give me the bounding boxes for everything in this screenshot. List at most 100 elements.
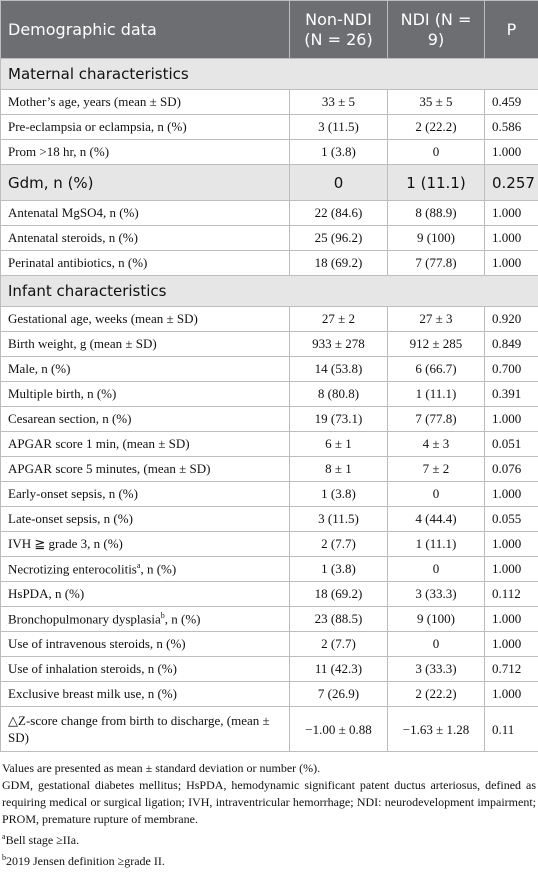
value-cell: 27 ± 3 bbox=[387, 306, 485, 332]
p-value: 1.000 bbox=[484, 139, 538, 165]
label-cell: Pre-eclampsia or eclampsia, n (%) bbox=[0, 114, 290, 140]
value-cell: 6 ± 1 bbox=[289, 431, 388, 457]
p-value: 1.000 bbox=[484, 606, 538, 632]
label-cell: △Z-score change from birth to discharge,… bbox=[0, 706, 290, 752]
value-cell: 23 (88.5) bbox=[289, 606, 388, 632]
value-cell: 7 (77.8) bbox=[387, 406, 485, 432]
value-cell: 8 (80.8) bbox=[289, 381, 388, 407]
p-value: 1.000 bbox=[484, 250, 538, 276]
row-label: Multiple birth, n (%) bbox=[8, 386, 117, 401]
value-cell: 2 (7.7) bbox=[289, 531, 388, 557]
p-value: 0.849 bbox=[484, 331, 538, 357]
data-row: Perinatal antibiotics, n (%) 18 (69.2) 7 (… bbox=[0, 250, 538, 276]
data-table: Demographic data Non-NDI (N = 26) NDI (N =… bbox=[0, 0, 538, 752]
data-row: Gestational age, weeks (mean ± SD) 27 ± 2… bbox=[0, 306, 538, 332]
value-cell: 8 (88.9) bbox=[387, 200, 485, 226]
row-label: Use of inhalation steroids, n (%) bbox=[8, 661, 177, 676]
label-cell: Use of intravenous steroids, n (%) bbox=[0, 631, 290, 657]
label-cell: Early-onset sepsis, n (%) bbox=[0, 481, 290, 507]
p-value: 0.459 bbox=[484, 89, 538, 115]
row-label: Use of intravenous steroids, n (%) bbox=[8, 636, 186, 651]
p-value: 0.257 bbox=[484, 164, 538, 201]
footnotes: Values are presented as mean ± standard … bbox=[0, 752, 538, 870]
data-row: Antenatal MgSO4, n (%) 22 (84.6) 8 (88.9) 1… bbox=[0, 200, 538, 226]
value-cell: 3 (33.3) bbox=[387, 581, 485, 607]
value-cell: 0 bbox=[387, 139, 485, 165]
data-row: Bronchopulmonary dysplasiab, n (%) 23 (88… bbox=[0, 606, 538, 632]
p-value: 0.112 bbox=[484, 581, 538, 607]
value-cell: 4 ± 3 bbox=[387, 431, 485, 457]
value-cell: 8 ± 1 bbox=[289, 456, 388, 482]
value-cell: 18 (69.2) bbox=[289, 250, 388, 276]
p-value: 1.000 bbox=[484, 406, 538, 432]
label-cell: Prom >18 hr, n (%) bbox=[0, 139, 290, 165]
value-cell: 1 (11.1) bbox=[387, 164, 485, 201]
label-cell: Bronchopulmonary dysplasiab, n (%) bbox=[0, 606, 290, 632]
value-cell: 0 bbox=[387, 631, 485, 657]
value-cell: 7 ± 2 bbox=[387, 456, 485, 482]
value-cell: 3 (11.5) bbox=[289, 506, 388, 532]
label-cell: Exclusive breast milk use, n (%) bbox=[0, 681, 290, 707]
footnote-text: Values are presented as mean ± standard … bbox=[2, 761, 321, 775]
value-cell: −1.63 ± 1.28 bbox=[387, 706, 485, 752]
data-row: Prom >18 hr, n (%) 1 (3.8) 0 1.000 bbox=[0, 139, 538, 165]
p-value: 0.586 bbox=[484, 114, 538, 140]
section-row: Infant characteristics bbox=[0, 275, 538, 307]
row-label: △Z-score change from birth to discharge,… bbox=[8, 713, 270, 745]
data-row: Pre-eclampsia or eclampsia, n (%) 3 (11.5… bbox=[0, 114, 538, 140]
data-row: Necrotizing enterocolitisa, n (%) 1 (3.8)… bbox=[0, 556, 538, 582]
value-cell: 7 (77.8) bbox=[387, 250, 485, 276]
value-cell: 27 ± 2 bbox=[289, 306, 388, 332]
row-label-end: , n (%) bbox=[164, 611, 201, 627]
label-cell: Perinatal antibiotics, n (%) bbox=[0, 250, 290, 276]
row-label: Gdm, n (%) bbox=[8, 173, 94, 192]
row-label: Male, n (%) bbox=[8, 361, 71, 376]
header-cell: P bbox=[484, 0, 538, 59]
data-row: Antenatal steroids, n (%) 25 (96.2) 9 (100… bbox=[0, 225, 538, 251]
section-title: Maternal characteristics bbox=[0, 58, 538, 90]
label-cell: IVH ≧ grade 3, n (%) bbox=[0, 531, 290, 557]
footnote-mark: b bbox=[2, 853, 6, 862]
value-cell: 912 ± 285 bbox=[387, 331, 485, 357]
value-cell: 1 (11.1) bbox=[387, 381, 485, 407]
row-label: HsPDA, n (%) bbox=[8, 586, 85, 601]
value-cell: 18 (69.2) bbox=[289, 581, 388, 607]
row-label: Prom >18 hr, n (%) bbox=[8, 144, 110, 159]
row-label: Antenatal steroids, n (%) bbox=[8, 230, 138, 245]
p-value: 1.000 bbox=[484, 225, 538, 251]
footnote: b2019 Jensen definition ≥grade II. bbox=[2, 849, 536, 870]
p-value: 0.055 bbox=[484, 506, 538, 532]
data-row: Birth weight, g (mean ± SD) 933 ± 278 912 … bbox=[0, 331, 538, 357]
data-row: Multiple birth, n (%) 8 (80.8) 1 (11.1) 0.3… bbox=[0, 381, 538, 407]
footnote-text: GDM, gestational diabetes mellitus; HsPD… bbox=[2, 778, 536, 826]
value-cell: 1 (3.8) bbox=[289, 481, 388, 507]
label-cell: APGAR score 1 min, (mean ± SD) bbox=[0, 431, 290, 457]
p-value: 0.051 bbox=[484, 431, 538, 457]
label-cell: APGAR score 5 minutes, (mean ± SD) bbox=[0, 456, 290, 482]
p-value: 1.000 bbox=[484, 531, 538, 557]
value-cell: 3 (33.3) bbox=[387, 656, 485, 682]
row-label: Pre-eclampsia or eclampsia, n (%) bbox=[8, 119, 187, 134]
row-label: APGAR score 5 minutes, (mean ± SD) bbox=[8, 461, 211, 476]
label-cell: Birth weight, g (mean ± SD) bbox=[0, 331, 290, 357]
p-value: 0.076 bbox=[484, 456, 538, 482]
data-row: Early-onset sepsis, n (%) 1 (3.8) 0 1.000 bbox=[0, 481, 538, 507]
label-cell: Multiple birth, n (%) bbox=[0, 381, 290, 407]
footnote: aBell stage ≥IIa. bbox=[2, 828, 536, 849]
row-label: Cesarean section, n (%) bbox=[8, 411, 132, 426]
p-value: 0.700 bbox=[484, 356, 538, 382]
label-cell: Necrotizing enterocolitisa, n (%) bbox=[0, 556, 290, 582]
row-label: Necrotizing enterocolitis bbox=[8, 561, 137, 577]
label-cell: HsPDA, n (%) bbox=[0, 581, 290, 607]
label-cell: Male, n (%) bbox=[0, 356, 290, 382]
value-cell: 0 bbox=[289, 164, 388, 201]
row-label: Bronchopulmonary dysplasia bbox=[8, 611, 161, 627]
value-cell: 1 (3.8) bbox=[289, 556, 388, 582]
section-title: Infant characteristics bbox=[0, 275, 538, 307]
value-cell: 1 (3.8) bbox=[289, 139, 388, 165]
value-cell: 2 (22.2) bbox=[387, 681, 485, 707]
p-value: 0.712 bbox=[484, 656, 538, 682]
row-label: Antenatal MgSO4, n (%) bbox=[8, 205, 139, 220]
